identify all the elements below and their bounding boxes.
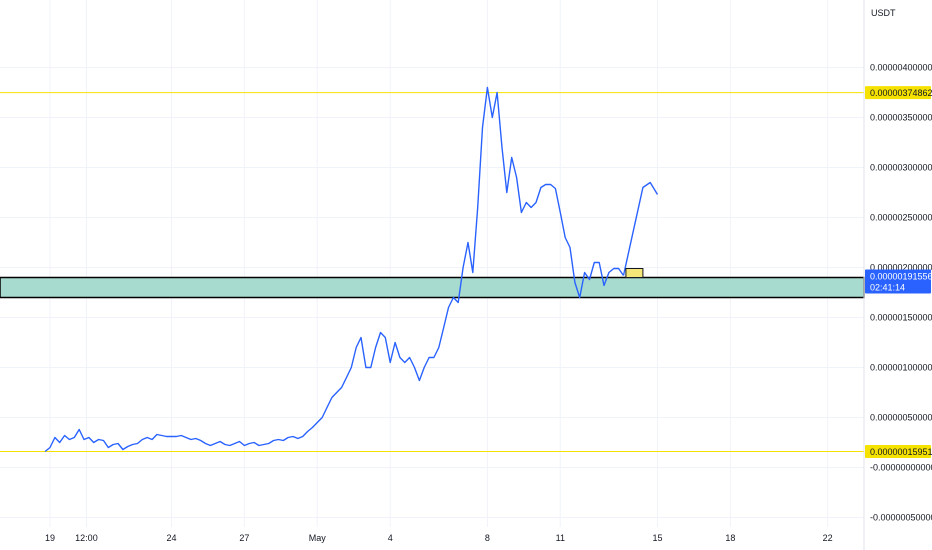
y-tick-label: 0.00000050000	[870, 413, 932, 423]
price-tag-countdown: 02:41:14	[870, 282, 905, 292]
price-tag	[865, 86, 931, 100]
y-tick-label: 0.00000100000	[870, 363, 932, 373]
y-tick-label: -0.00000050000	[870, 513, 932, 523]
price-axis[interactable]: USDT 0.00000400000 0.00000350000 0.0000030…	[870, 8, 932, 523]
projection-line	[622, 181, 659, 276]
x-tick-label: 18	[725, 533, 735, 543]
price-tag-label: 0.00000191556	[870, 271, 932, 281]
y-tick-label: 0.00000350000	[870, 113, 932, 123]
x-tick-label: 22	[823, 533, 833, 543]
series-layer	[44, 86, 659, 453]
y-tick-label: -0.00000000000	[870, 463, 932, 473]
x-tick-label: 24	[166, 533, 176, 543]
support-zone-layer	[0, 276, 865, 299]
chart-grid	[0, 0, 864, 527]
price-tag-label: 0.00000015951	[870, 447, 932, 457]
y-tick-label: 0.00000200000	[870, 263, 932, 273]
y-tick-label: 0.00000300000	[870, 163, 932, 173]
time-axis[interactable]: 19 12:00 24 27 May 4 8 11 15 18 22	[45, 533, 833, 543]
x-tick-label: 27	[239, 533, 249, 543]
horizontal-lines-layer	[0, 92, 864, 453]
y-tick-label: 0.00000400000	[870, 63, 932, 73]
price-tag	[865, 269, 931, 294]
price-line	[44, 86, 625, 453]
x-tick-label: 15	[652, 533, 662, 543]
x-tick-label: 11	[556, 533, 565, 543]
y-tick-label: 0.00000150000	[870, 313, 932, 323]
currency-label: USDT	[871, 8, 896, 18]
x-tick-label: 12:00	[75, 533, 98, 543]
support-zone	[0, 276, 865, 299]
x-tick-label: 19	[45, 533, 55, 543]
x-tick-label: May	[309, 533, 327, 543]
marker-box	[625, 268, 644, 278]
price-tag	[865, 445, 931, 459]
price-tag-label: 0.00000374862	[870, 88, 932, 98]
x-tick-label: 8	[485, 533, 490, 543]
y-tick-label: 0.00000250000	[870, 213, 932, 223]
x-tick-label: 4	[388, 533, 393, 543]
